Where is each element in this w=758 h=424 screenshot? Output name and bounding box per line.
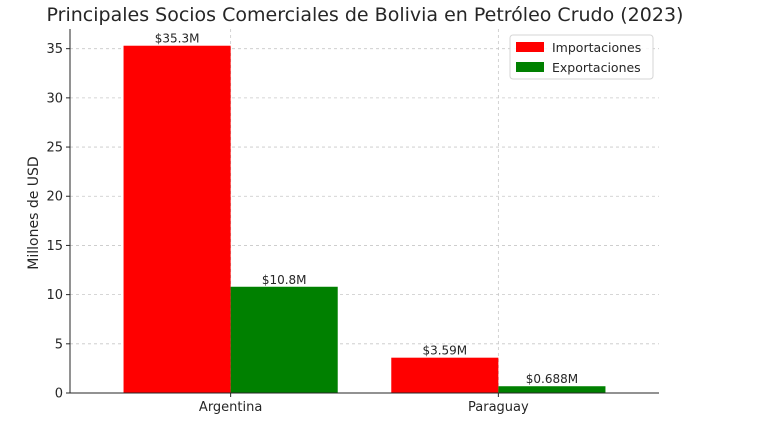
legend-label-exportaciones: Exportaciones bbox=[552, 60, 641, 75]
x-tick-label: Paraguay bbox=[468, 400, 529, 415]
bars bbox=[123, 45, 606, 393]
y-tick-label: 35 bbox=[46, 42, 63, 57]
y-tick-label: 30 bbox=[46, 91, 63, 106]
x-tick-label: Argentina bbox=[199, 400, 262, 415]
y-tick-label: 15 bbox=[46, 239, 63, 254]
bar-exportaciones-argentina bbox=[230, 286, 338, 393]
bar-importaciones-paraguay bbox=[391, 357, 499, 393]
y-tick-label: 5 bbox=[55, 337, 63, 352]
bar-exportaciones-paraguay bbox=[498, 386, 606, 393]
data-label: $3.59M bbox=[422, 344, 467, 358]
axes: 0 5 10 15 20 25 30 35 Argentina Paraguay bbox=[46, 29, 659, 415]
y-tick-label: 25 bbox=[46, 141, 63, 156]
y-tick-label: 20 bbox=[46, 190, 63, 205]
legend-label-importaciones: Importaciones bbox=[552, 40, 641, 55]
bar-importaciones-argentina bbox=[123, 45, 231, 393]
y-tick-label: 10 bbox=[46, 288, 63, 303]
chart-title: Principales Socios Comerciales de Bolivi… bbox=[47, 4, 684, 26]
legend: Importaciones Exportaciones bbox=[509, 34, 654, 80]
y-tick-label: 0 bbox=[55, 387, 63, 402]
y-axis-label: Millones de USD bbox=[26, 156, 42, 269]
legend-swatch-importaciones bbox=[516, 42, 544, 52]
legend-box bbox=[509, 34, 654, 80]
data-label: $0.688M bbox=[526, 372, 578, 386]
data-label: $35.3M bbox=[155, 32, 200, 46]
data-labels: $35.3M $3.59M $10.8M $0.688M bbox=[155, 32, 578, 387]
legend-swatch-exportaciones bbox=[516, 62, 544, 72]
data-label: $10.8M bbox=[262, 273, 307, 287]
